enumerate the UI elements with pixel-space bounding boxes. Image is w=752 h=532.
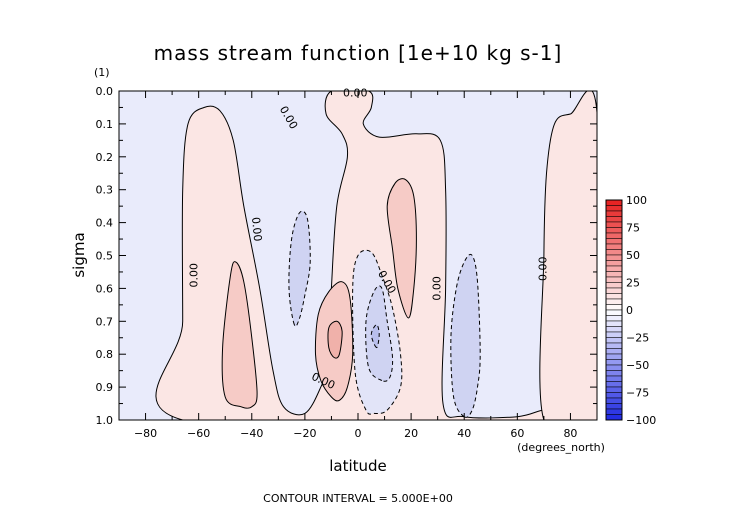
colorbar-cell: [605, 370, 623, 377]
colorbar-cell: [605, 199, 623, 206]
colorbar-cell: [605, 386, 623, 393]
colorbar-cell: [605, 408, 623, 415]
positive-contour-region: [386, 178, 417, 319]
colorbar-cell: [605, 337, 623, 344]
y-tick-label: 0.8: [96, 348, 114, 361]
colorbar-cell: [605, 414, 623, 421]
colorbar-cell: [605, 249, 623, 256]
chart-title: mass stream function [1e+10 kg s-1]: [154, 41, 563, 65]
colorbar-cell: [605, 315, 623, 322]
colorbar-cell: [605, 216, 623, 223]
x-axis-ticks: −80 −60 −40 −20 0 20 40 60 80: [118, 91, 598, 440]
x-tick-label: 20: [404, 427, 418, 440]
x-tick-label: −60: [187, 427, 210, 440]
colorbar-cell: [605, 403, 623, 410]
x-tick-label: −20: [293, 427, 316, 440]
contour-label: 0.00: [430, 276, 443, 301]
colorbar-cell: [605, 260, 623, 267]
x-tick-label: 0: [355, 427, 362, 440]
positive-contour-region: [539, 91, 597, 420]
negative-contour-region: [450, 253, 481, 418]
colorbar-tick-label: 75: [626, 222, 640, 235]
colorbar-cell: [605, 238, 623, 245]
colorbar-cell: [605, 375, 623, 382]
y-tick-label: 0.0: [96, 85, 114, 98]
colorbar-frame: [605, 199, 623, 421]
y-tick-label: 1.0: [96, 414, 114, 427]
colorbar-cell: [605, 320, 623, 327]
x-tick-label: 60: [510, 427, 524, 440]
colorbar: 100 75 50 25 0 −25 −50 −75 −100: [605, 194, 656, 427]
y-tick-label: 0.6: [96, 282, 114, 295]
y-tick-label: 0.4: [96, 217, 114, 230]
colorbar-cell: [605, 304, 623, 311]
colorbar-tick-label: 25: [626, 277, 640, 290]
colorbar-cell: [605, 331, 623, 338]
colorbar-cell: [605, 397, 623, 404]
colorbar-cell: [605, 221, 623, 228]
contour-label: 0.00: [249, 216, 264, 242]
colorbar-cell: [605, 243, 623, 250]
colorbar-cell: [605, 282, 623, 289]
y-axis-units: (1): [94, 66, 110, 79]
colorbar-tick-label: −25: [626, 332, 649, 345]
contour-interval-footer: CONTOUR INTERVAL = 5.000E+00: [263, 492, 453, 505]
y-tick-label: 0.5: [96, 250, 114, 263]
negative-contour-region: [288, 210, 311, 327]
colorbar-cell: [605, 293, 623, 300]
colorbar-cell: [605, 227, 623, 234]
y-tick-label: 0.9: [96, 381, 114, 394]
colorbar-cell: [605, 342, 623, 349]
colorbar-cell: [605, 287, 623, 294]
y-tick-label: 0.1: [96, 118, 114, 131]
colorbar-tick-label: −50: [626, 359, 649, 372]
colorbar-cell: [605, 254, 623, 261]
colorbar-tick-label: −75: [626, 387, 649, 400]
positive-contour-region: [221, 261, 258, 409]
colorbar-tick-label: −100: [626, 414, 656, 427]
colorbar-cell: [605, 210, 623, 217]
contour-label: 0.00: [343, 87, 368, 100]
negative-contour-region: [370, 324, 380, 349]
positive-contour-region: [327, 320, 343, 359]
colorbar-cell: [605, 298, 623, 305]
colorbar-tick-label: 100: [626, 194, 647, 207]
x-axis-units: (degrees_north): [517, 441, 605, 454]
y-tick-label: 0.7: [96, 315, 114, 328]
colorbar-cell: [605, 276, 623, 283]
colorbar-cell: [605, 265, 623, 272]
x-axis-label: latitude: [329, 457, 387, 475]
contour-label: 0.00: [537, 256, 550, 281]
colorbar-cell: [605, 326, 623, 333]
colorbar-cell: [605, 353, 623, 360]
x-tick-label: −80: [134, 427, 157, 440]
colorbar-cell: [605, 359, 623, 366]
colorbar-cell: [605, 381, 623, 388]
y-axis-label: sigma: [70, 232, 88, 277]
colorbar-tick-label: 0: [626, 304, 633, 317]
x-tick-label: −40: [240, 427, 263, 440]
x-tick-label: 80: [563, 427, 577, 440]
colorbar-tick-label: 50: [626, 249, 640, 262]
x-tick-label: 40: [457, 427, 471, 440]
contour-label: 0.00: [187, 263, 200, 288]
contour-regions: [155, 91, 597, 420]
colorbar-cell: [605, 392, 623, 399]
y-axis-ticks: 0.0 0.1 0.2 0.3 0.4 0.5 0.6 0.7 0.8 0.9 1.0: [96, 85, 597, 427]
colorbar-cell: [605, 309, 623, 316]
colorbar-cell: [605, 205, 623, 212]
colorbar-cell: [605, 364, 623, 371]
y-tick-label: 0.3: [96, 184, 114, 197]
y-tick-label: 0.2: [96, 151, 114, 164]
colorbar-cell: [605, 232, 623, 239]
colorbar-cell: [605, 271, 623, 278]
colorbar-cell: [605, 348, 623, 355]
